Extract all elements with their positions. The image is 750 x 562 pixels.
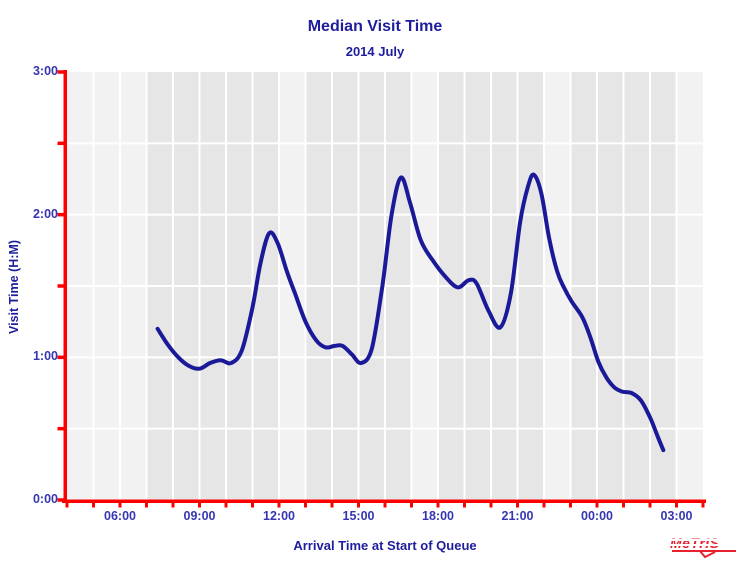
gridlines-layer <box>67 72 703 500</box>
chart-subtitle: 2014 July <box>345 44 405 59</box>
logo-checkmark-icon <box>699 550 716 559</box>
y-axis-title: Visit Time (H:M) <box>7 240 21 334</box>
axes-layer <box>57 70 706 508</box>
x-tick-label: 12:00 <box>263 509 295 523</box>
x-axis-line <box>62 499 706 503</box>
logo-stripe <box>670 539 740 541</box>
logo-underline <box>672 550 736 552</box>
metris-logo: MeTrIS <box>670 534 744 559</box>
x-tick-label: 03:00 <box>660 509 693 523</box>
x-tick-label: 06:00 <box>104 509 136 523</box>
y-tick-label: 3:00 <box>32 64 58 78</box>
x-tick-label: 21:00 <box>501 509 534 523</box>
x-tick-label: 18:00 <box>422 509 454 523</box>
y-tick-label: 1:00 <box>32 349 58 364</box>
y-axis-line <box>63 70 67 503</box>
x-tick-label: 09:00 <box>183 509 216 523</box>
x-tick-label: 00:00 <box>581 509 613 523</box>
y-tick-label: 0:00 <box>32 492 58 506</box>
x-axis-title: Arrival Time at Start of Queue <box>293 538 477 553</box>
chart-title: Median Visit Time <box>307 18 443 35</box>
y-tick-label: 2:00 <box>32 206 58 221</box>
visit-time-curve <box>155 172 666 453</box>
logo-stripe <box>670 544 740 546</box>
x-tick-label: 15:00 <box>342 509 375 523</box>
